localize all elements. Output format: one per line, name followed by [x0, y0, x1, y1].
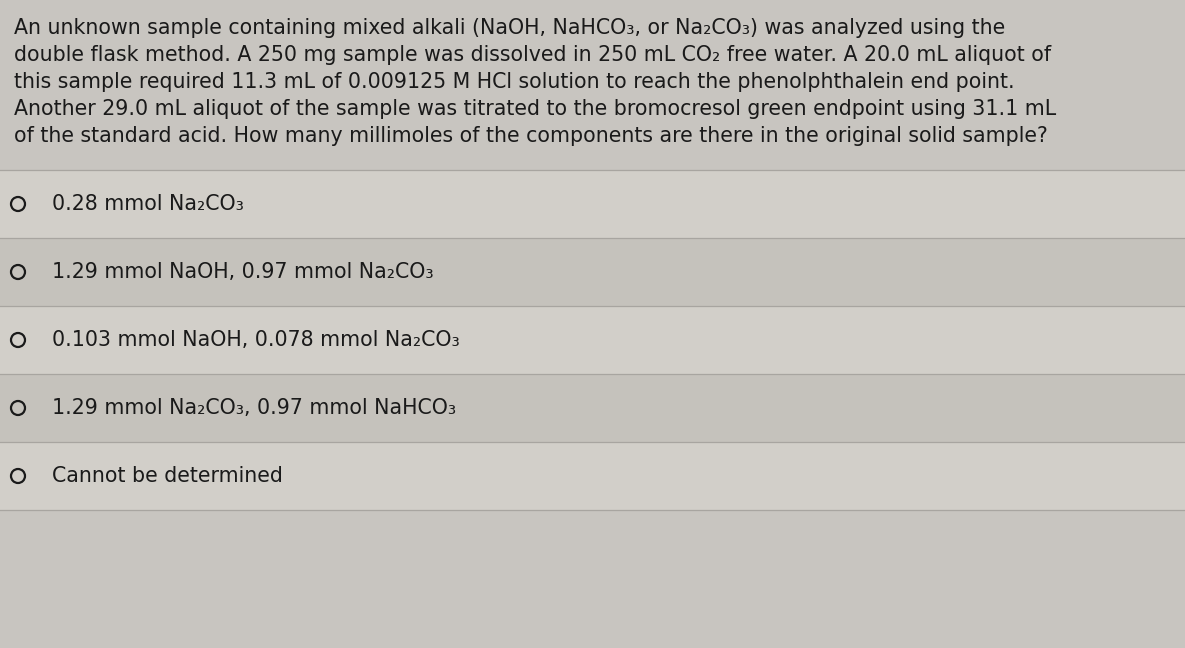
Text: of the standard acid. How many millimoles of the components are there in the ori: of the standard acid. How many millimole…	[14, 126, 1048, 146]
Bar	[0, 374, 1185, 442]
Text: 0.103 mmol NaOH, 0.078 mmol Na₂CO₃: 0.103 mmol NaOH, 0.078 mmol Na₂CO₃	[52, 330, 460, 350]
Text: this sample required 11.3 mL of 0.009125 M HCl solution to reach the phenolphtha: this sample required 11.3 mL of 0.009125…	[14, 72, 1014, 92]
Text: 0.28 mmol Na₂CO₃: 0.28 mmol Na₂CO₃	[52, 194, 244, 214]
Text: double flask method. A 250 mg sample was dissolved in 250 mL CO₂ free water. A 2: double flask method. A 250 mg sample was…	[14, 45, 1051, 65]
Bar	[0, 442, 1185, 510]
Text: Another 29.0 mL aliquot of the sample was titrated to the bromocresol green endp: Another 29.0 mL aliquot of the sample wa…	[14, 99, 1056, 119]
Text: Cannot be determined: Cannot be determined	[52, 466, 283, 486]
Bar	[0, 238, 1185, 306]
Text: 1.29 mmol NaOH, 0.97 mmol Na₂CO₃: 1.29 mmol NaOH, 0.97 mmol Na₂CO₃	[52, 262, 434, 282]
Text: An unknown sample containing mixed alkali (NaOH, NaHCO₃, or Na₂CO₃) was analyzed: An unknown sample containing mixed alkal…	[14, 18, 1005, 38]
Bar	[0, 306, 1185, 374]
Text: 1.29 mmol Na₂CO₃, 0.97 mmol NaHCO₃: 1.29 mmol Na₂CO₃, 0.97 mmol NaHCO₃	[52, 398, 456, 418]
Bar	[0, 170, 1185, 238]
